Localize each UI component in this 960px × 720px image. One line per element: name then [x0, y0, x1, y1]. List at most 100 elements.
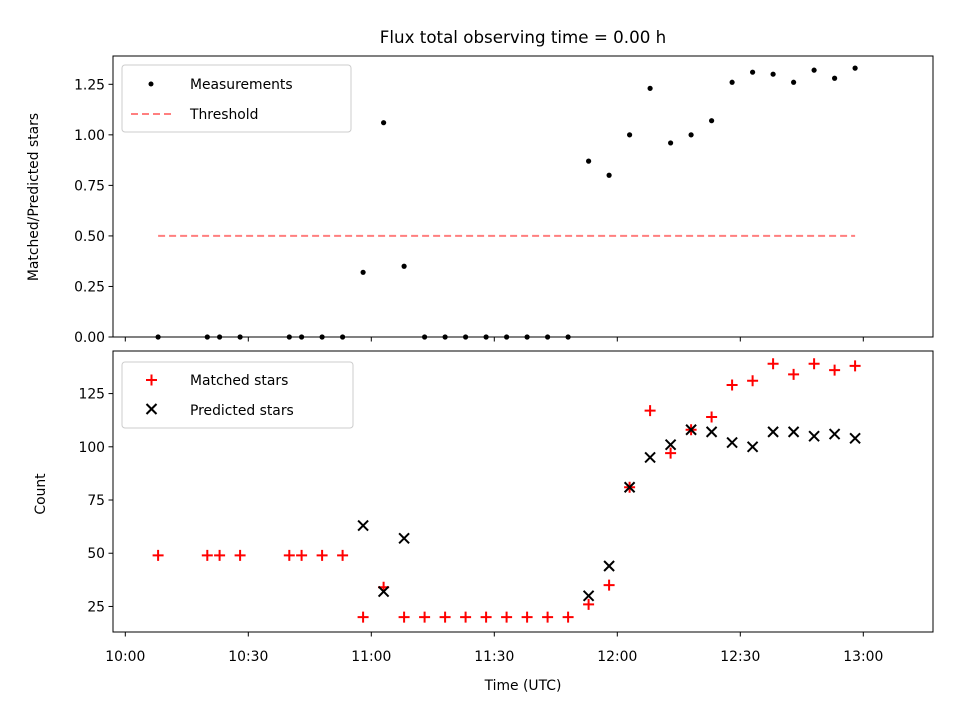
matched-stars-point [234, 549, 246, 561]
matched-stars-point [562, 611, 574, 623]
predicted-stars-point [726, 436, 738, 449]
measurements-point [750, 69, 756, 75]
measurements-point [360, 269, 366, 275]
predicted-stars-point [664, 438, 677, 451]
matched-stars-point [521, 611, 533, 623]
predicted-stars-point [849, 432, 861, 444]
x-tick-label: 11:30 [474, 649, 514, 665]
matched-stars-point [480, 611, 492, 623]
predicted-stars-point [623, 481, 636, 493]
predicted-stars-point [398, 532, 410, 545]
measurements-point [401, 263, 407, 269]
legend-predicted-label: Predicted stars [190, 403, 294, 419]
x-tick-label: 13:00 [843, 649, 883, 665]
count-panel-frame [112, 350, 934, 633]
matched-stars-point [583, 598, 595, 610]
measurements-point [627, 132, 633, 138]
x-tick-label: 10:00 [105, 649, 145, 665]
measurements-point [852, 65, 858, 71]
count-legend-box [121, 361, 354, 429]
measurements-point [688, 132, 694, 138]
measurements-point [155, 334, 161, 340]
matched-stars-point [542, 611, 554, 623]
matched-stars-point [296, 549, 308, 561]
count-y-ticks: 25 50 75 100 125 [78, 387, 113, 615]
y-tick-label: 0.25 [74, 279, 105, 295]
matched-stars-point [829, 364, 841, 376]
matched-stars-point [316, 549, 328, 561]
measurements-point [565, 334, 571, 340]
matched-stars-point [460, 611, 472, 623]
legend-measurements-label: Measurements [190, 77, 293, 93]
count-legend: Matched stars Predicted stars [121, 361, 354, 429]
measurements-point [729, 79, 735, 85]
matched-stars-point [501, 611, 513, 623]
legend-threshold-label: Threshold [189, 107, 258, 123]
measurements-point [709, 118, 715, 124]
matched-stars-point [747, 375, 759, 387]
matched-stars-point [706, 411, 718, 423]
measurements-point [340, 334, 346, 340]
matched-stars-point [788, 368, 800, 380]
y-tick-label: 100 [78, 440, 105, 456]
ratio-panel: Matched/Predicted stars 0.00 0.25 0.50 0.75… [26, 55, 934, 346]
predicted-stars-point [603, 560, 615, 572]
predicted-stars-point [828, 428, 841, 440]
chart-title: Flux total observing time = 0.00 h [380, 27, 666, 47]
matched-stars-point [808, 358, 820, 370]
measurements-point [524, 334, 530, 340]
measurements-point [586, 158, 592, 164]
matched-stars-point [439, 611, 451, 623]
matched-stars-point [398, 611, 410, 623]
measurements-point [204, 334, 210, 340]
matched-stars-point [201, 549, 213, 561]
predicted-stars-point [377, 585, 390, 598]
measurements-point [791, 79, 797, 85]
predicted-stars-point [767, 426, 779, 438]
matched-stars-point [849, 360, 861, 372]
ratio-panel-frame [112, 55, 934, 338]
measurements-point [286, 334, 292, 340]
measurements-point [442, 334, 448, 340]
measurements-point [217, 334, 223, 340]
matched-stars-point [665, 447, 677, 459]
y-tick-label: 1.00 [74, 128, 105, 144]
legend-measurements-marker [148, 81, 154, 87]
y-tick-label: 125 [78, 387, 105, 403]
measurements-point [811, 67, 817, 73]
y-tick-label: 75 [87, 493, 105, 509]
y-tick-label: 0.50 [74, 229, 105, 245]
ratio-legend-box [121, 64, 352, 133]
legend-matched-label: Matched stars [190, 373, 288, 389]
ratio-y-axis-label: Matched/Predicted stars [26, 113, 42, 281]
y-tick-label: 0.00 [74, 330, 105, 346]
x-tick-label: 11:00 [351, 649, 391, 665]
ratio-legend: Measurements Threshold [121, 64, 352, 133]
count-y-axis-label: Count [33, 473, 49, 515]
count-series [152, 358, 861, 623]
y-tick-label: 50 [87, 546, 105, 562]
x-axis-label: Time (UTC) [484, 678, 562, 694]
measurements-point [770, 71, 776, 77]
predicted-stars-point [746, 441, 759, 453]
x-tick-label: 10:30 [228, 649, 268, 665]
measurements-point [483, 334, 489, 340]
matched-stars-point [214, 549, 226, 561]
measurements-point [463, 334, 469, 340]
measurements-point [647, 85, 653, 91]
measurements-point [832, 75, 838, 81]
predicted-stars-point [582, 590, 595, 602]
predicted-stars-point [705, 426, 718, 438]
x-tick-label: 12:30 [720, 649, 760, 665]
measurements-point [606, 172, 612, 178]
measurements-point [422, 334, 428, 340]
count-x-ticks: 10:00 10:30 11:00 11:30 12:00 12:30 13:00 [105, 632, 883, 665]
predicted-stars-point [787, 426, 800, 438]
ratio-series [155, 65, 858, 340]
measurements-point [545, 334, 551, 340]
measurements-point [504, 334, 510, 340]
legend-predicted-marker [145, 403, 158, 415]
measurements-point [237, 334, 243, 340]
matched-stars-point [152, 549, 164, 561]
